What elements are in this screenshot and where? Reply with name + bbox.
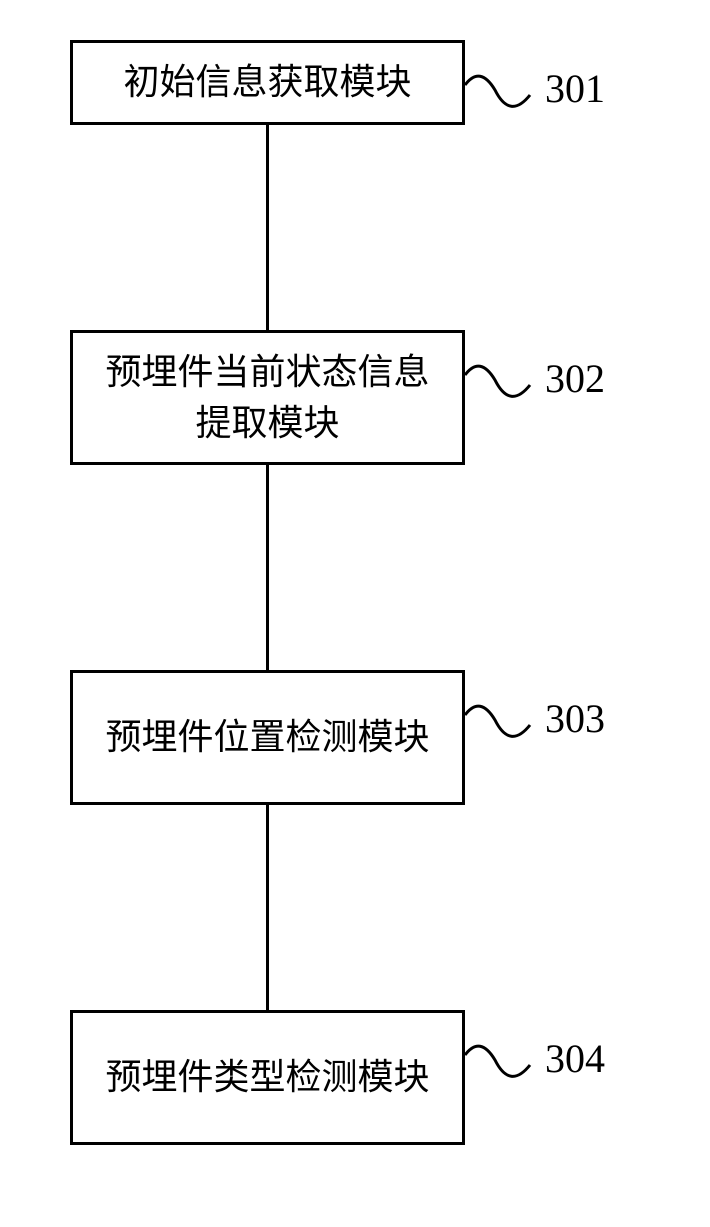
- node-2-number: 302: [545, 355, 605, 402]
- node-2-label: 预埋件当前状态信息提取模块: [93, 347, 442, 448]
- node-4-label: 预埋件类型检测模块: [105, 1052, 429, 1102]
- squiggle-connector-1: [465, 70, 535, 130]
- connector-3-4: [266, 805, 269, 1010]
- node-1-label: 初始信息获取模块: [123, 57, 411, 107]
- connector-1-2: [266, 125, 269, 330]
- node-4-number: 304: [545, 1035, 605, 1082]
- squiggle-connector-3: [465, 700, 535, 760]
- flowchart-node-1: 初始信息获取模块: [70, 40, 465, 125]
- squiggle-connector-2: [465, 360, 535, 420]
- flowchart-node-2: 预埋件当前状态信息提取模块: [70, 330, 465, 465]
- node-3-number: 303: [545, 695, 605, 742]
- connector-2-3: [266, 465, 269, 670]
- node-1-number: 301: [545, 65, 605, 112]
- flowchart-node-3: 预埋件位置检测模块: [70, 670, 465, 805]
- flowchart-node-4: 预埋件类型检测模块: [70, 1010, 465, 1145]
- node-3-label: 预埋件位置检测模块: [105, 712, 429, 762]
- squiggle-connector-4: [465, 1040, 535, 1100]
